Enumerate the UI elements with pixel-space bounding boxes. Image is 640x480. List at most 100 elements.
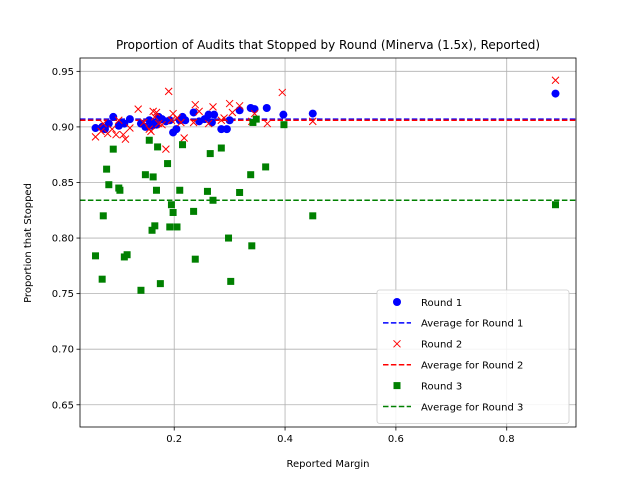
y-tick-label: 0.70 [52,345,74,356]
data-point [119,130,128,139]
data-point [99,212,107,220]
data-point [148,226,156,234]
data-point [109,145,117,153]
data-point-stroke [139,118,148,127]
data-point [217,125,226,134]
x-tick-label: 0.8 [499,434,515,445]
data-point [217,144,225,152]
data-point [158,120,166,129]
data-point [141,171,149,179]
data-point [308,117,317,126]
data-point-stroke [164,87,173,96]
data-point [227,277,235,285]
y-tick-label: 0.85 [52,178,74,189]
data-point [551,201,559,209]
legend-entry-label: Average for Round 1 [421,319,523,330]
data-point [156,280,164,288]
data-point [166,223,174,231]
data-point [165,116,174,125]
data-point-stroke [551,76,560,85]
data-point [176,186,184,194]
data-point [551,76,560,85]
legend-marker-swatch-stroke [393,339,401,348]
data-point [167,116,176,125]
data-point [235,101,244,110]
data-point [167,201,175,209]
data-point-stroke [152,108,161,117]
data-point [121,135,130,143]
data-point-stroke [158,120,166,129]
data-point-stroke [220,114,228,122]
y-tick-label: 0.90 [52,122,74,133]
data-point [262,163,270,171]
data-point [252,115,260,123]
data-point-stroke [169,109,177,118]
data-point [189,118,198,127]
data-point [225,116,234,125]
data-point-stroke [114,116,123,125]
data-point [222,125,231,134]
legend-entry-label: Round 1 [421,298,462,309]
data-point-stroke [97,127,105,136]
y-tick-label: 0.65 [52,400,74,411]
data-point-stroke [191,100,200,109]
data-point [180,134,189,142]
data-point [173,223,181,231]
data-point [191,255,199,263]
data-point [210,110,219,119]
data-point [141,122,150,131]
data-point [309,212,317,220]
data-point-stroke [154,119,163,128]
data-point [147,127,155,136]
data-point [162,145,170,153]
legend-entry-label: Round 3 [421,381,462,392]
data-point-stroke [278,88,287,97]
y-axis-label: Proportion that Stopped [23,183,34,303]
data-point-stroke [228,108,237,117]
data-point [109,112,118,121]
legend-marker-swatch [393,298,401,306]
data-point [152,186,160,194]
data-point [97,127,105,136]
data-point-stroke [99,119,108,128]
data-point [308,109,317,118]
data-point-stroke [177,118,185,127]
data-point [236,188,244,196]
data-point [104,119,113,128]
data-point [120,119,129,128]
data-point-stroke [162,145,170,153]
data-point [114,116,123,125]
data-point-stroke [134,105,143,113]
data-point [190,207,198,215]
data-point [204,119,213,128]
data-point [278,88,287,97]
legend-entry-label: Average for Round 3 [421,402,523,413]
data-point [235,106,244,115]
data-point-stroke [167,116,176,125]
ticks: 0.2 0.4 0.6 0.8 0.65 0.70 0.75 0.80 0.85 0.90 0.95 [52,67,515,445]
data-point [250,105,259,114]
data-point [172,125,181,134]
data-point [164,87,173,96]
data-point [181,116,190,125]
y-tick-label: 0.95 [52,67,74,78]
data-point [105,181,113,189]
data-point-stroke [126,124,134,132]
x-tick-label: 0.6 [388,434,404,445]
data-point-stroke [112,130,120,139]
data-point [149,173,157,181]
data-point-stroke [308,117,317,126]
data-point-stroke [119,130,128,139]
data-point [116,186,124,194]
legend-marker-swatch [393,382,401,390]
legend-box [376,289,570,424]
data-point [123,251,131,259]
data-point [126,124,134,132]
data-point [209,196,217,204]
data-point [145,136,153,144]
data-point-stroke [108,125,116,133]
data-point-stroke [150,113,159,121]
data-point [206,150,214,158]
data-point [108,125,116,133]
